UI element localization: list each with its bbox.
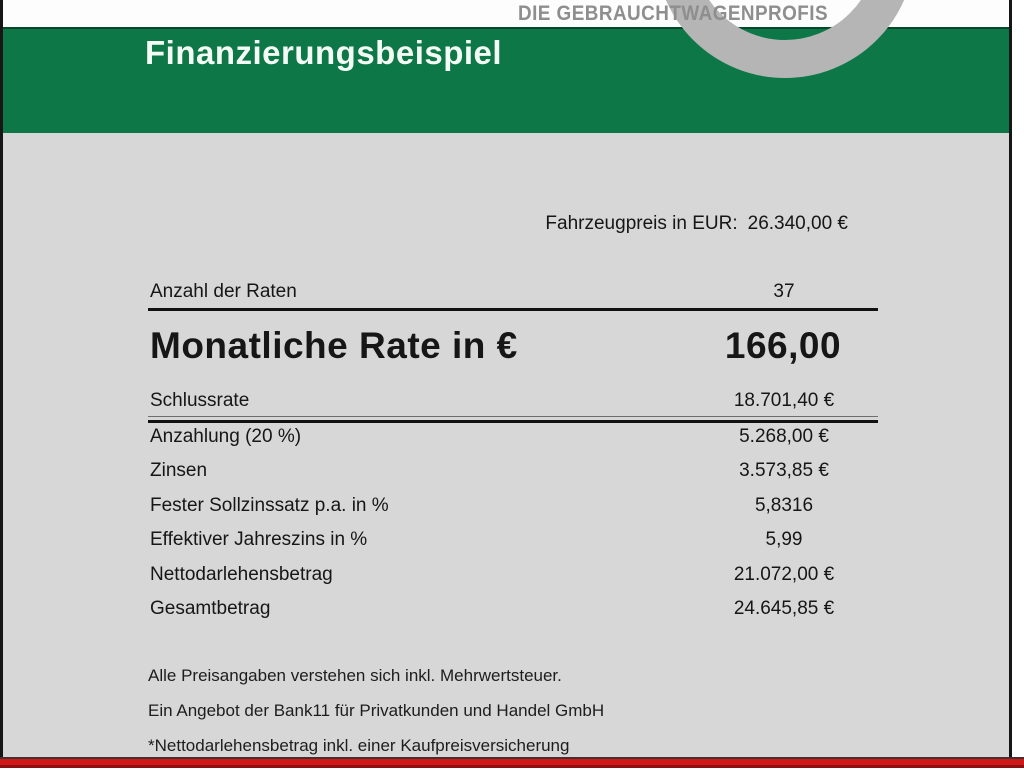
table-row-anzahlung: Anzahlung (20 %) 5.268,00 € xyxy=(148,426,878,450)
table-row-monatliche-rate: Monatliche Rate in € 166,00 xyxy=(148,325,878,379)
row-value: 24.645,85 € xyxy=(733,598,835,619)
row-value: 5,99 xyxy=(765,529,803,550)
financing-table: Anzahl der Raten 37 Monatliche Rate in €… xyxy=(148,133,878,757)
row-label: Anzahl der Raten xyxy=(150,281,297,302)
row-label: Monatliche Rate in € xyxy=(150,325,518,366)
table-row-gesamtbetrag: Gesamtbetrag 24.645,85 € xyxy=(148,598,878,622)
table-row-nettodarlehensbetrag: Nettodarlehensbetrag 21.072,00 € xyxy=(148,564,878,588)
row-label: Schlussrate xyxy=(150,390,250,411)
table-row-schlussrate: Schlussrate 18.701,40 € xyxy=(148,390,878,417)
footnote-vat: Alle Preisangaben verstehen sich inkl. M… xyxy=(148,666,562,685)
table-divider xyxy=(148,420,878,423)
table-row-sollzinssatz: Fester Sollzinssatz p.a. in % 5,8316 xyxy=(148,495,878,519)
row-value: 5,8316 xyxy=(754,495,814,516)
footnote-bank: Ein Angebot der Bank11 für Privatkunden … xyxy=(148,701,605,720)
row-value: 3.573,85 € xyxy=(739,460,829,481)
row-value: 21.072,00 € xyxy=(733,564,835,585)
row-label: Zinsen xyxy=(150,460,208,481)
row-label: Effektiver Jahreszins in % xyxy=(150,529,368,550)
content-body: Fahrzeugpreis in EUR: 26.340,00 € Anzahl … xyxy=(3,133,1009,757)
frame-border-left xyxy=(0,0,3,760)
row-label: Gesamtbetrag xyxy=(150,598,271,619)
row-value: 37 xyxy=(773,281,795,302)
footnotes: Alle Preisangaben verstehen sich inkl. M… xyxy=(148,666,604,771)
top-white-strip xyxy=(3,0,1009,27)
row-value: 166,00 xyxy=(724,325,842,366)
vehicle-price-line: Fahrzeugpreis in EUR: 26.340,00 € xyxy=(545,213,848,235)
row-label: Nettodarlehensbetrag xyxy=(150,564,333,585)
table-row-anzahl-der-raten: Anzahl der Raten 37 xyxy=(148,281,878,311)
vehicle-price-value: 26.340,00 € xyxy=(747,213,848,234)
row-label: Anzahlung (20 %) xyxy=(150,426,302,447)
brand-tagline: DIE GEBRAUCHTWAGENPROFIS xyxy=(518,2,829,25)
row-value: 5.268,00 € xyxy=(739,426,829,447)
bottom-red-bar xyxy=(0,757,1024,768)
frame-border-right xyxy=(1009,0,1012,760)
row-value: 18.701,40 € xyxy=(733,390,835,411)
table-row-effektiver-jahreszins: Effektiver Jahreszins in % 5,99 xyxy=(148,529,878,553)
page-title: Finanzierungsbeispiel xyxy=(145,34,503,71)
table-row-zinsen: Zinsen 3.573,85 € xyxy=(148,460,878,484)
footnote-insurance: *Nettodarlehensbetrag inkl. einer Kaufpr… xyxy=(148,736,570,755)
row-label: Fester Sollzinssatz p.a. in % xyxy=(150,495,389,516)
vehicle-price-label: Fahrzeugpreis in EUR: xyxy=(545,213,738,234)
